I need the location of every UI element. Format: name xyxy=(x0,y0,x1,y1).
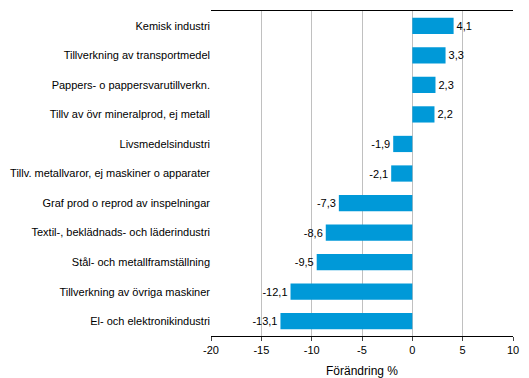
svg-text:4,1: 4,1 xyxy=(457,20,472,32)
svg-text:-2,1: -2,1 xyxy=(369,168,388,180)
svg-text:10: 10 xyxy=(507,344,519,356)
svg-text:Tillv. metallvaror, ej maskine: Tillv. metallvaror, ej maskiner o appara… xyxy=(10,167,210,179)
svg-text:Förändring %: Förändring % xyxy=(326,364,398,378)
svg-text:2,3: 2,3 xyxy=(438,79,453,91)
svg-text:-20: -20 xyxy=(203,344,219,356)
svg-text:3,3: 3,3 xyxy=(449,49,464,61)
svg-text:2,2: 2,2 xyxy=(437,108,452,120)
svg-text:-13,1: -13,1 xyxy=(252,315,277,327)
svg-text:5: 5 xyxy=(460,344,466,356)
svg-text:Livsmedelsindustri: Livsmedelsindustri xyxy=(120,138,210,150)
svg-text:-1,9: -1,9 xyxy=(371,138,390,150)
svg-text:Tillv av övr mineralprod, ej m: Tillv av övr mineralprod, ej metall xyxy=(50,108,210,120)
svg-text:Tillverkning av övriga maskine: Tillverkning av övriga maskiner xyxy=(59,286,210,298)
svg-text:-15: -15 xyxy=(253,344,269,356)
svg-text:Tillverkning av transportmedel: Tillverkning av transportmedel xyxy=(64,49,210,61)
svg-text:-10: -10 xyxy=(304,344,320,356)
svg-text:-5: -5 xyxy=(357,344,367,356)
svg-text:-12,1: -12,1 xyxy=(262,286,287,298)
svg-text:-7,3: -7,3 xyxy=(317,197,336,209)
svg-text:El- och elektronikindustri: El- och elektronikindustri xyxy=(90,315,210,327)
svg-text:-8,6: -8,6 xyxy=(304,227,323,239)
svg-text:-9,5: -9,5 xyxy=(295,256,314,268)
svg-text:0: 0 xyxy=(409,344,415,356)
svg-text:Stål- och metallframställning: Stål- och metallframställning xyxy=(72,256,210,268)
svg-text:Pappers- o pappersvarutillverk: Pappers- o pappersvarutillverkn. xyxy=(52,79,210,91)
svg-text:Textil-, beklädnads- och läder: Textil-, beklädnads- och läderindustri xyxy=(31,226,210,238)
svg-text:Graf prod o reprod av inspelni: Graf prod o reprod av inspelningar xyxy=(42,197,210,209)
svg-text:Kemisk industri: Kemisk industri xyxy=(135,20,210,32)
